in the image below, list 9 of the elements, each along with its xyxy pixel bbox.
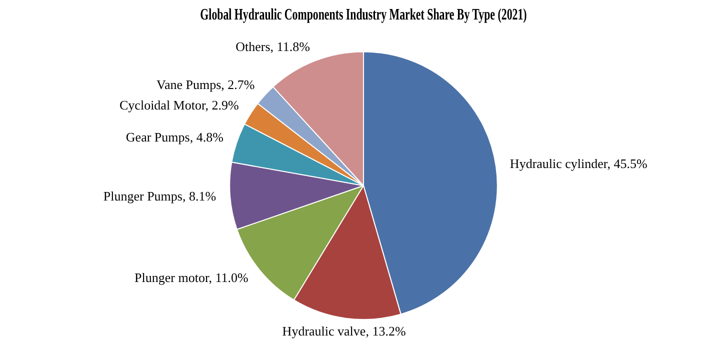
slice-label: Plunger motor, 11.0% [134, 270, 249, 285]
slice-label: Gear Pumps, 4.8% [126, 130, 224, 145]
slice-label: Cycloidal Motor, 2.9% [120, 97, 240, 112]
slice-label: Hydraulic cylinder, 45.5% [510, 156, 648, 172]
slice-label: Others, 11.8% [236, 39, 310, 54]
slice-label: Vane Pumps, 2.7% [156, 76, 255, 92]
slice-label: Hydraulic valve, 13.2% [282, 324, 406, 339]
chart-title: Global Hydraulic Components Industry Market Share By Type (2021) [200, 6, 527, 24]
slice-label: Plunger Pumps, 8.1% [103, 188, 216, 204]
